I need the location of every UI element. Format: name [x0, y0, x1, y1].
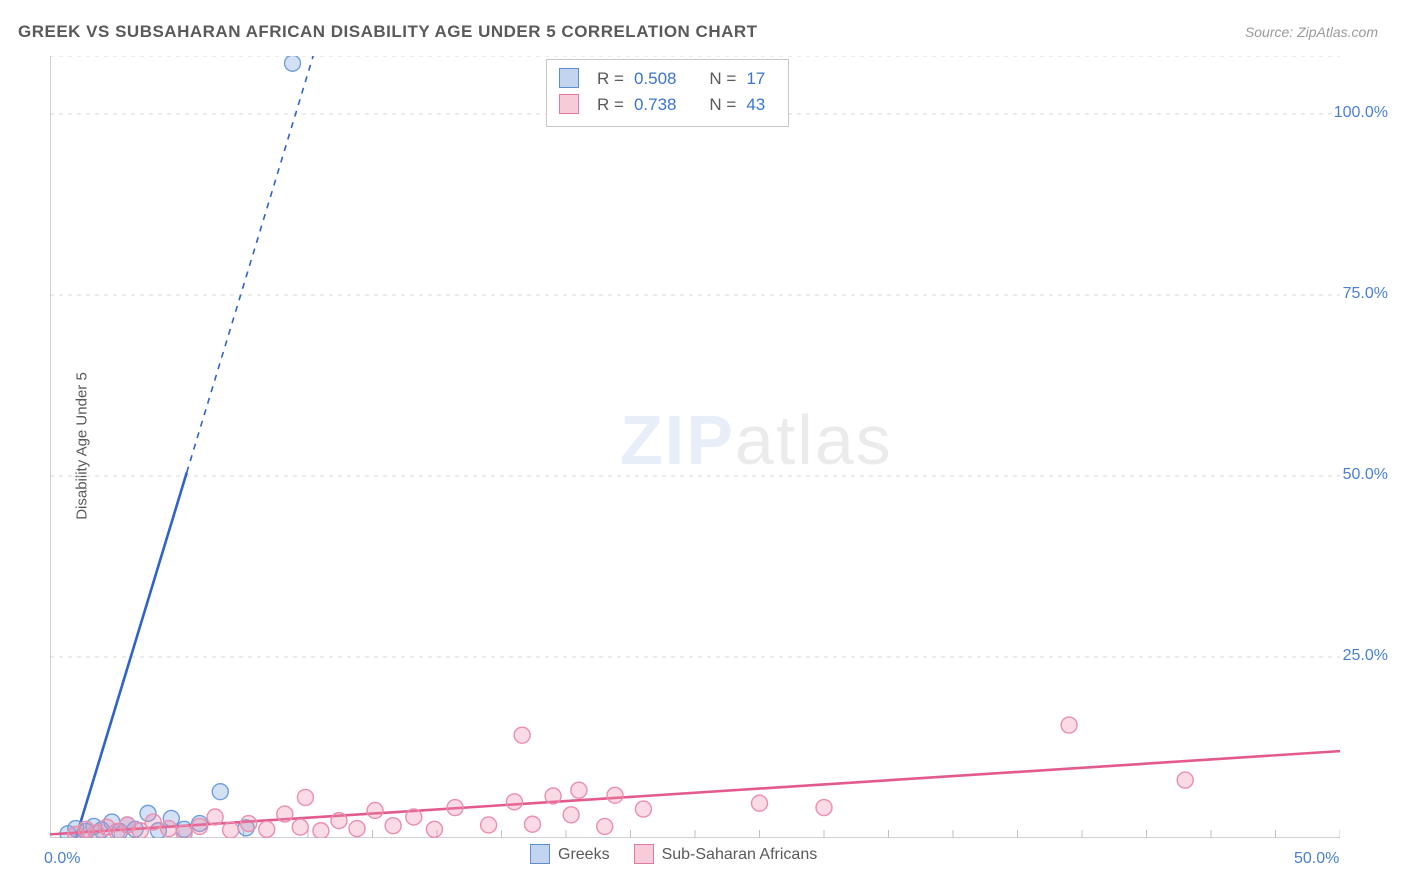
- legend-stat-row: R = 0.738 N = 43: [559, 92, 774, 118]
- legend-item: Greeks: [530, 845, 610, 865]
- legend-n-label: N =: [709, 92, 736, 118]
- y-tick-label: 50.0%: [1343, 466, 1388, 484]
- x-tick-label: 50.0%: [1294, 850, 1339, 868]
- scatter-chart: [50, 56, 1340, 838]
- legend-swatch: [634, 844, 654, 864]
- legend-swatch: [559, 94, 579, 114]
- legend-series-name: Sub-Saharan Africans: [662, 846, 818, 863]
- y-tick-label: 100.0%: [1334, 104, 1388, 122]
- legend-series-name: Greeks: [558, 846, 610, 863]
- legend-n-value: 43: [746, 92, 774, 118]
- source-label: Source: ZipAtlas.com: [1245, 24, 1378, 40]
- legend-r-label: R =: [597, 66, 624, 92]
- legend-r-value: 0.508: [634, 66, 680, 92]
- series-legend: Greeks Sub-Saharan Africans: [530, 845, 817, 865]
- y-tick-label: 25.0%: [1343, 647, 1388, 665]
- legend-n-label: N =: [709, 66, 736, 92]
- legend-n-value: 17: [746, 66, 774, 92]
- correlation-legend: R = 0.508 N = 17R = 0.738 N = 43: [546, 59, 789, 127]
- legend-swatch: [559, 68, 579, 88]
- legend-r-label: R =: [597, 92, 624, 118]
- legend-r-value: 0.738: [634, 92, 680, 118]
- y-tick-label: 75.0%: [1343, 285, 1388, 303]
- legend-swatch: [530, 844, 550, 864]
- x-tick-label: 0.0%: [44, 850, 80, 868]
- legend-stat-row: R = 0.508 N = 17: [559, 66, 774, 92]
- legend-item: Sub-Saharan Africans: [634, 845, 818, 865]
- chart-title: GREEK VS SUBSAHARAN AFRICAN DISABILITY A…: [18, 22, 758, 42]
